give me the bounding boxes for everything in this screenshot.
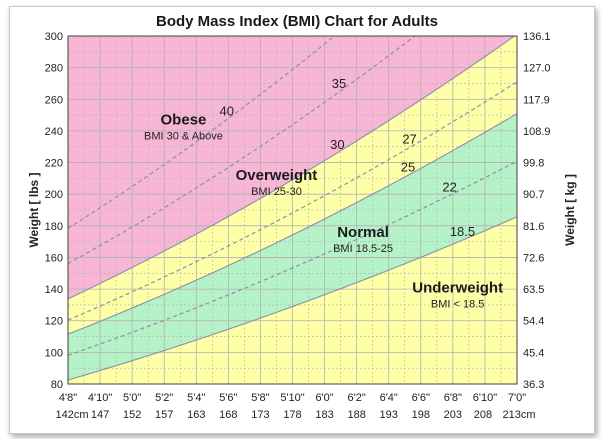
y-tick-label-kg: 99.8 — [523, 158, 544, 170]
bmi-curve-35 — [68, 36, 416, 265]
y-tick-label-lbs: 300 — [45, 31, 63, 43]
y-tick-label-kg: 63.5 — [523, 284, 544, 296]
y-tick-label-kg: 136.1 — [523, 31, 551, 43]
x-tick-label-cm: 198 — [412, 409, 430, 421]
y-tick-label-kg: 117.9 — [523, 94, 550, 106]
bmi-curve-30 — [68, 36, 516, 300]
chart-title: Body Mass Index (BMI) Chart for Adults — [156, 13, 438, 30]
x-tick-label-ft: 6'2" — [348, 392, 366, 404]
x-tick-label-ft: 5'8" — [251, 392, 269, 404]
bmi-curve-label-40: 40 — [220, 104, 234, 119]
x-tick-label-cm: 203 — [444, 409, 462, 421]
x-tick-label-cm: 152 — [123, 409, 141, 421]
plot-border — [67, 35, 518, 385]
axis-ticks: 300 136.1 280 127.0 260 117.9 240 108.9 220 99.8 2… — [45, 31, 551, 421]
y-tick-label-lbs: 280 — [45, 63, 63, 75]
y-tick-label-lbs: 80 — [51, 379, 63, 391]
x-tick-label-ft: 6'6" — [412, 392, 430, 404]
y-tick-label-kg: 127.0 — [523, 63, 551, 75]
x-tick-label-cm: 183 — [315, 409, 333, 421]
x-tick-label-ft: 5'10" — [280, 392, 304, 404]
grid-lines — [68, 36, 517, 384]
bmi-curve-label-27: 27 — [402, 132, 416, 147]
region-sublabel-underweight: BMI < 18.5 — [431, 298, 485, 310]
y-tick-label-lbs: 160 — [45, 252, 63, 264]
x-tick-label-cm: 168 — [219, 409, 237, 421]
y-tick-label-lbs: 120 — [45, 316, 63, 328]
x-tick-label-cm: 173 — [251, 409, 269, 421]
x-tick-label-cm: 178 — [283, 409, 301, 421]
bmi-curve-label-18.5: 18.5 — [450, 224, 475, 239]
y-tick-label-lbs: 140 — [45, 284, 63, 296]
bmi-curve-label-35: 35 — [332, 76, 346, 91]
x-tick-label-cm: 163 — [187, 409, 205, 421]
x-tick-label-cm: 208 — [474, 409, 492, 421]
x-tick-label-cm: 147 — [91, 409, 109, 421]
chart-annotations: 18.5 22 25 27 30 35 40 Obese BMI 30 & Above Overw… — [144, 76, 503, 310]
bmi-curves — [68, 36, 517, 381]
y-tick-label-lbs: 100 — [45, 347, 63, 359]
bmi-curve-22 — [68, 160, 517, 356]
y-tick-label-kg: 72.6 — [523, 252, 544, 264]
x-tick-label-ft: 4'10" — [88, 392, 112, 404]
x-tick-label-ft: 5'2" — [155, 392, 173, 404]
bmi-curve-25 — [68, 113, 517, 335]
region-sublabel-normal: BMI 18.5-25 — [333, 243, 393, 255]
x-tick-label-ft: 5'0" — [123, 392, 141, 404]
y-tick-label-kg: 45.4 — [523, 347, 544, 359]
bmi-curve-label-22: 22 — [442, 179, 456, 194]
y-tick-label-lbs: 260 — [45, 94, 63, 106]
region-label-obese: Obese — [161, 112, 207, 129]
x-tick-label-ft: 5'6" — [219, 392, 237, 404]
y-tick-label-kg: 81.6 — [523, 221, 544, 233]
region-sublabel-obese: BMI 30 & Above — [144, 131, 223, 143]
x-tick-label-cm: 157 — [155, 409, 173, 421]
region-label-overweight: Overweight — [236, 167, 318, 184]
region-label-normal: Normal — [337, 224, 389, 241]
region-sublabel-overweight: BMI 25-30 — [251, 186, 302, 198]
region-fill-underweight — [68, 216, 517, 384]
y-axis-title-lbs: Weight [ lbs ] — [27, 172, 41, 247]
region-fill-obese — [68, 36, 515, 299]
bmi-curve-18.5 — [68, 216, 517, 381]
y-tick-label-kg: 90.7 — [523, 189, 544, 201]
x-tick-label-cm: 213cm — [502, 409, 535, 421]
x-tick-label-ft: 6'8" — [444, 392, 462, 404]
y-tick-label-lbs: 180 — [45, 221, 63, 233]
x-tick-label-ft: 4'8" — [59, 392, 77, 404]
y-tick-label-lbs: 200 — [45, 189, 63, 201]
x-tick-label-ft: 6'4" — [380, 392, 398, 404]
y-axis-title-kg: Weight [ kg ] — [563, 174, 577, 246]
x-tick-label-cm: 142cm — [55, 409, 88, 421]
x-tick-label-cm: 193 — [380, 409, 398, 421]
x-tick-label-cm: 188 — [347, 409, 365, 421]
x-tick-label-ft: 7'0" — [508, 392, 526, 404]
bmi-chart: Body Mass Index (BMI) Chart for Adults 3… — [27, 13, 577, 421]
bmi-curve-27 — [68, 81, 517, 321]
bmi-curve-label-30: 30 — [330, 137, 344, 152]
y-tick-label-kg: 108.9 — [523, 126, 551, 138]
x-tick-label-ft: 5'4" — [187, 392, 205, 404]
x-tick-label-ft: 6'10" — [473, 392, 497, 404]
y-tick-label-lbs: 220 — [45, 158, 63, 170]
bmi-curve-40 — [68, 36, 336, 229]
y-tick-label-kg: 54.4 — [523, 316, 544, 328]
bmi-curve-label-25: 25 — [401, 159, 415, 174]
y-tick-label-kg: 36.3 — [523, 379, 544, 391]
region-label-underweight: Underweight — [412, 279, 503, 296]
chart-frame: Body Mass Index (BMI) Chart for Adults 3… — [9, 6, 595, 434]
y-tick-label-lbs: 240 — [45, 126, 63, 138]
x-tick-label-ft: 6'0" — [315, 392, 333, 404]
